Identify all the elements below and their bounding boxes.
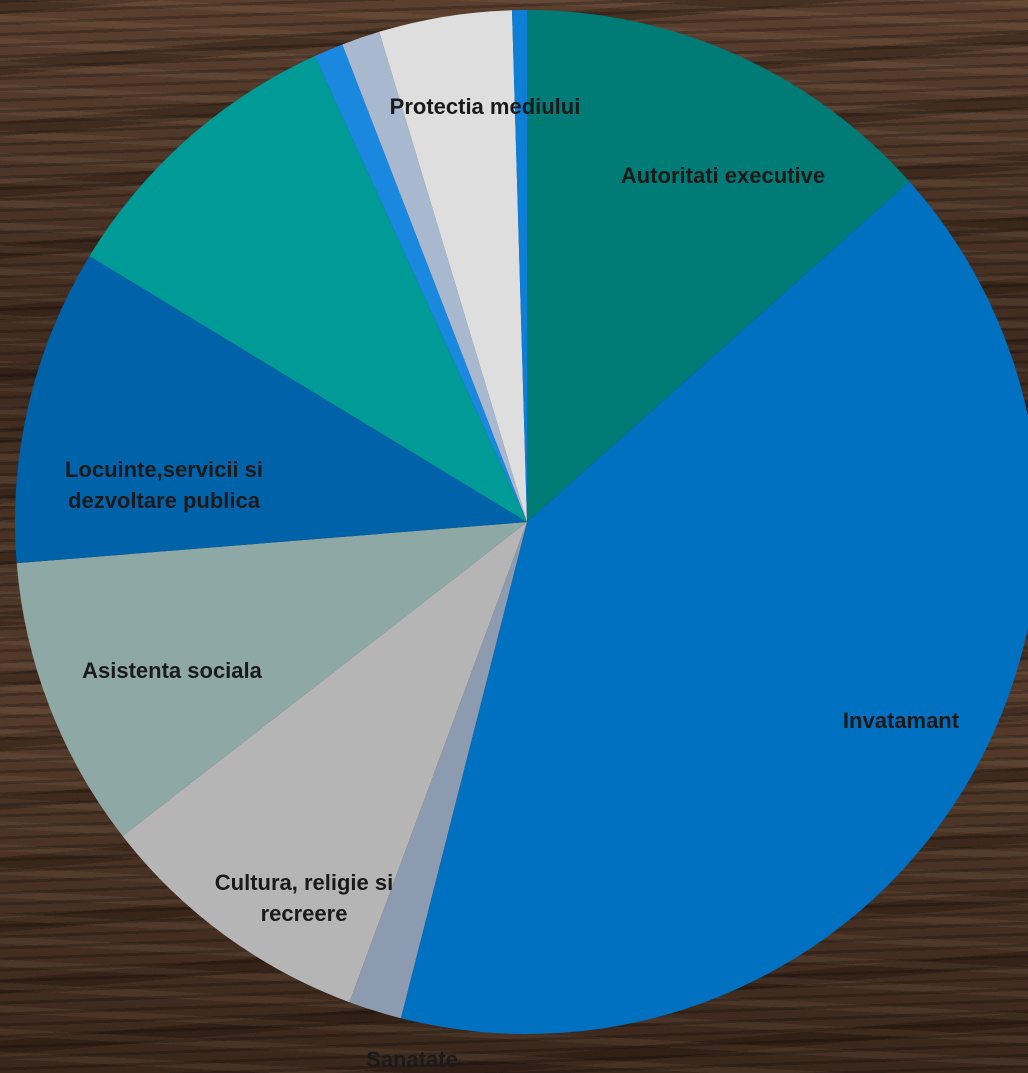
pie-slice-9	[379, 10, 527, 523]
slice-label-asistenta-sociala: Asistenta sociala	[82, 658, 263, 683]
pie-slice-6	[89, 56, 527, 523]
slice-label-sanatate: Sanatate	[366, 1047, 458, 1072]
pie-slice-0	[527, 10, 910, 522]
pie-slice-8	[342, 31, 527, 523]
pie-slice-2	[349, 522, 527, 1019]
pie-labels: Autoritati executive Invatamant Sanatate…	[65, 94, 960, 1072]
slice-label-locuinte: Locuinte,servicii si dezvoltare publica	[65, 457, 263, 513]
pie-slice-3	[122, 522, 528, 1003]
slice-label-invatamant: Invatamant	[843, 708, 960, 733]
pie-slice-4	[16, 522, 527, 837]
pie-slice-1	[400, 181, 1028, 1034]
pie-slices	[14, 10, 1028, 1034]
slice-label-autoritati-executive: Autoritati executive	[621, 163, 825, 188]
pie-slice-10	[512, 10, 527, 522]
pie-slice-5	[14, 256, 527, 564]
slice-label-cultura: Cultura, religie si recreere	[215, 870, 394, 926]
pie-slice-7	[314, 44, 527, 523]
slice-label-protectia-mediului: Protectia mediului	[390, 94, 581, 119]
